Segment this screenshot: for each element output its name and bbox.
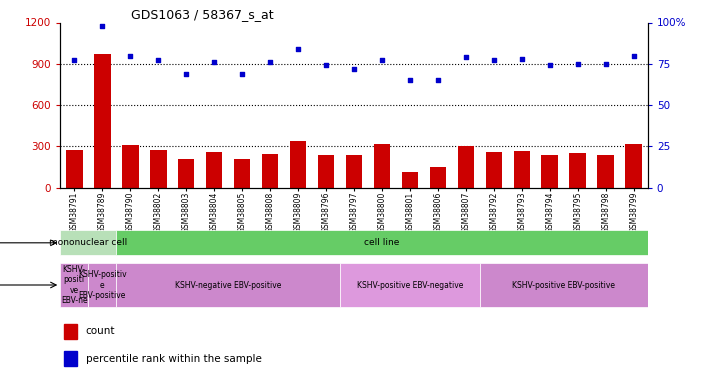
- Bar: [149, 150, 166, 188]
- Point: [348, 66, 360, 72]
- Bar: [64, 324, 77, 339]
- Bar: [625, 144, 642, 188]
- Point: [69, 57, 80, 63]
- Bar: [340, 263, 480, 307]
- Text: mononuclear cell: mononuclear cell: [49, 238, 127, 248]
- Point: [544, 62, 556, 68]
- Bar: [318, 155, 334, 188]
- Bar: [122, 145, 139, 188]
- Bar: [116, 263, 340, 307]
- Bar: [290, 141, 307, 188]
- Bar: [430, 167, 446, 188]
- Bar: [480, 263, 648, 307]
- Text: percentile rank within the sample: percentile rank within the sample: [86, 354, 261, 363]
- Bar: [401, 172, 418, 188]
- Bar: [513, 151, 530, 188]
- Bar: [206, 152, 222, 188]
- Bar: [60, 263, 88, 307]
- Point: [181, 70, 192, 76]
- Point: [516, 56, 527, 62]
- Bar: [234, 159, 251, 188]
- Text: KSHV-positive EBV-negative: KSHV-positive EBV-negative: [357, 280, 463, 290]
- Text: KSHV-positiv
e
EBV-positive: KSHV-positiv e EBV-positive: [78, 270, 127, 300]
- Bar: [486, 152, 502, 188]
- Text: KSHV-positive EBV-positive: KSHV-positive EBV-positive: [513, 280, 615, 290]
- Bar: [598, 154, 615, 188]
- Point: [572, 61, 583, 67]
- Bar: [346, 154, 362, 188]
- Point: [628, 53, 639, 58]
- Bar: [64, 351, 77, 366]
- Bar: [457, 146, 474, 188]
- Point: [320, 62, 331, 68]
- Point: [600, 61, 612, 67]
- Point: [460, 54, 472, 60]
- Bar: [569, 153, 586, 188]
- Text: KSHV-
positi
ve
EBV-ne: KSHV- positi ve EBV-ne: [61, 265, 88, 305]
- Bar: [93, 54, 110, 188]
- Point: [208, 59, 219, 65]
- Bar: [262, 154, 278, 188]
- Point: [489, 57, 500, 63]
- Bar: [60, 230, 116, 255]
- Bar: [374, 144, 390, 188]
- Point: [96, 23, 108, 29]
- Text: GDS1063 / 58367_s_at: GDS1063 / 58367_s_at: [131, 8, 273, 21]
- Text: count: count: [86, 327, 115, 336]
- Point: [433, 77, 444, 83]
- Point: [404, 77, 416, 83]
- Point: [152, 57, 164, 63]
- Bar: [88, 263, 116, 307]
- Text: cell line: cell line: [365, 238, 400, 248]
- Point: [236, 70, 248, 76]
- Bar: [66, 150, 83, 188]
- Text: KSHV-negative EBV-positive: KSHV-negative EBV-positive: [175, 280, 281, 290]
- Bar: [542, 155, 559, 188]
- Bar: [178, 159, 195, 188]
- Point: [264, 59, 275, 65]
- Point: [125, 53, 136, 58]
- Point: [292, 46, 304, 52]
- Point: [377, 57, 388, 63]
